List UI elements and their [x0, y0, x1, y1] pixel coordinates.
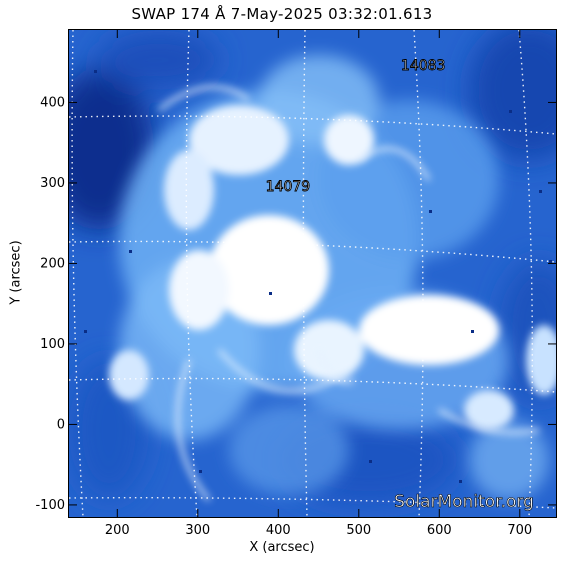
y-axis-label: Y (arcsec) [8, 240, 24, 305]
y-tick-label: 400 [40, 95, 65, 110]
plot-frame: 14079 14083 SolarMonitor.org [68, 29, 557, 518]
watermark-text: SolarMonitor.org [394, 492, 534, 512]
plot-title: SWAP 174 Å 7-May-2025 03:32:01.613 [131, 5, 433, 23]
grid-line [413, 30, 424, 517]
x-tick-label: 200 [105, 523, 130, 538]
y-tick-label: 300 [40, 176, 65, 191]
region-label: 14079 [266, 179, 311, 195]
grid-line [71, 30, 84, 517]
solar-image-plot: 14079 14083 SolarMonitor.org [69, 30, 556, 517]
grid-line [69, 497, 556, 509]
x-tick-label: 500 [346, 523, 371, 538]
x-tick-label: 300 [185, 523, 210, 538]
y-tick-label: 200 [40, 256, 65, 271]
region-label: 14083 [401, 58, 446, 74]
bright-active-region [109, 105, 556, 430]
x-tick-label: 600 [427, 523, 452, 538]
grid-line [69, 377, 556, 393]
x-tick-label: 400 [266, 523, 291, 538]
grid-line [185, 30, 198, 517]
y-tick-label: 0 [57, 417, 65, 432]
detector-speckles [84, 70, 552, 483]
grid-line [302, 30, 308, 517]
x-tick-label: 700 [507, 523, 532, 538]
grid-line [69, 115, 556, 135]
grid-line [69, 240, 556, 263]
y-tick-label: -100 [35, 498, 65, 513]
coronal-loop-arcs [157, 85, 540, 502]
region-annotations: 14079 14083 [265, 58, 446, 196]
heliographic-grid [69, 30, 556, 517]
grid-line [518, 30, 534, 517]
x-axis-label: X (arcsec) [249, 540, 315, 555]
y-tick-label: 100 [40, 337, 65, 352]
